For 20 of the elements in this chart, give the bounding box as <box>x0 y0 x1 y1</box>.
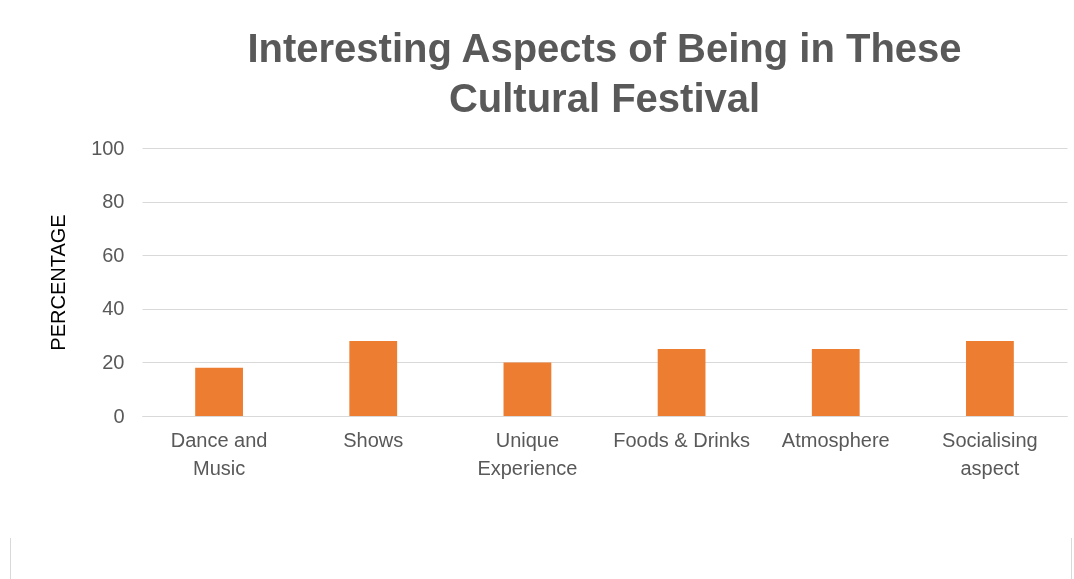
x-tick-label: Unique Experience <box>477 428 578 479</box>
bar <box>966 340 1014 416</box>
y-tick-label: 40 <box>102 297 125 320</box>
bar <box>195 367 243 416</box>
y-tick-label: 80 <box>102 190 125 213</box>
x-tick-label: Shows <box>343 428 404 451</box>
bar <box>811 349 860 416</box>
bar <box>657 349 706 416</box>
x-tick-label: Atmosphere <box>781 428 890 451</box>
y-tick-label: 20 <box>102 350 125 373</box>
y-tick-label: 0 <box>113 404 125 427</box>
y-axis-title: PERCENTAGE <box>47 214 70 351</box>
y-tick-label: 100 <box>91 136 125 159</box>
x-tick-label: Foods & Drinks <box>613 428 750 451</box>
x-tick-label: Socialising aspect <box>942 428 1038 479</box>
chart-title: Interesting Aspects of Being in These Cultural Festival <box>247 26 962 120</box>
bar <box>349 340 398 416</box>
bar <box>503 362 552 416</box>
x-tick-label: Dance and Music <box>170 428 268 479</box>
y-tick-label: 60 <box>102 243 125 266</box>
